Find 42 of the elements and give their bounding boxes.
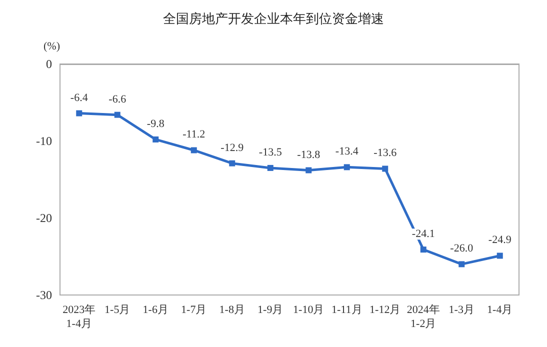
y-axis-title: (%) xyxy=(44,40,60,52)
data-label: -13.5 xyxy=(258,146,282,158)
point xyxy=(344,164,350,170)
point xyxy=(114,112,120,118)
data-label: -11.2 xyxy=(182,128,206,141)
x-tick-label: 2023年 1-4月 xyxy=(62,304,96,330)
data-label: -13.4 xyxy=(335,146,359,158)
x-tick-label: 1-8月 xyxy=(219,304,245,316)
data-label: -9.8 xyxy=(146,118,165,130)
y-tick-label: -20 xyxy=(36,211,52,225)
x-tick-label: 1-4月 xyxy=(487,304,513,316)
point xyxy=(229,160,236,166)
point xyxy=(306,167,312,174)
x-tick-label: 1-10月 xyxy=(293,304,324,316)
chart-title: 全国房地产开发企业本年到位资金增速 xyxy=(163,11,384,27)
point xyxy=(420,246,426,253)
x-tick-label: 2024年 1-2月 xyxy=(406,304,440,330)
point xyxy=(190,147,197,154)
data-label: -13.6 xyxy=(374,147,398,160)
x-tick-label: 1-9月 xyxy=(258,304,284,316)
x-tick-label: 1-11月 xyxy=(331,304,362,316)
point xyxy=(152,136,159,142)
x-tick-label: 1-12月 xyxy=(370,304,401,316)
x-tick-label: 1-3月 xyxy=(448,304,474,316)
y-tick-label: -30 xyxy=(36,288,52,302)
point xyxy=(458,261,465,268)
data-label: -13.8 xyxy=(297,148,321,161)
x-tick-label: 1-7月 xyxy=(181,304,207,316)
data-label: -12.9 xyxy=(220,142,244,154)
data-label: -24.1 xyxy=(412,228,435,240)
data-label: -6.4 xyxy=(70,92,88,104)
point xyxy=(267,164,274,171)
x-tick-label: 1-6月 xyxy=(142,304,168,316)
x-tick-label: 1-5月 xyxy=(104,304,130,316)
point xyxy=(496,252,503,259)
point xyxy=(382,166,388,172)
y-tick-label: -10 xyxy=(36,134,52,148)
data-label: -24.9 xyxy=(488,234,512,246)
data-label: -6.6 xyxy=(108,93,127,106)
data-label: -26.0 xyxy=(450,242,474,255)
point xyxy=(76,110,82,116)
y-tick-label: 0 xyxy=(46,57,52,71)
